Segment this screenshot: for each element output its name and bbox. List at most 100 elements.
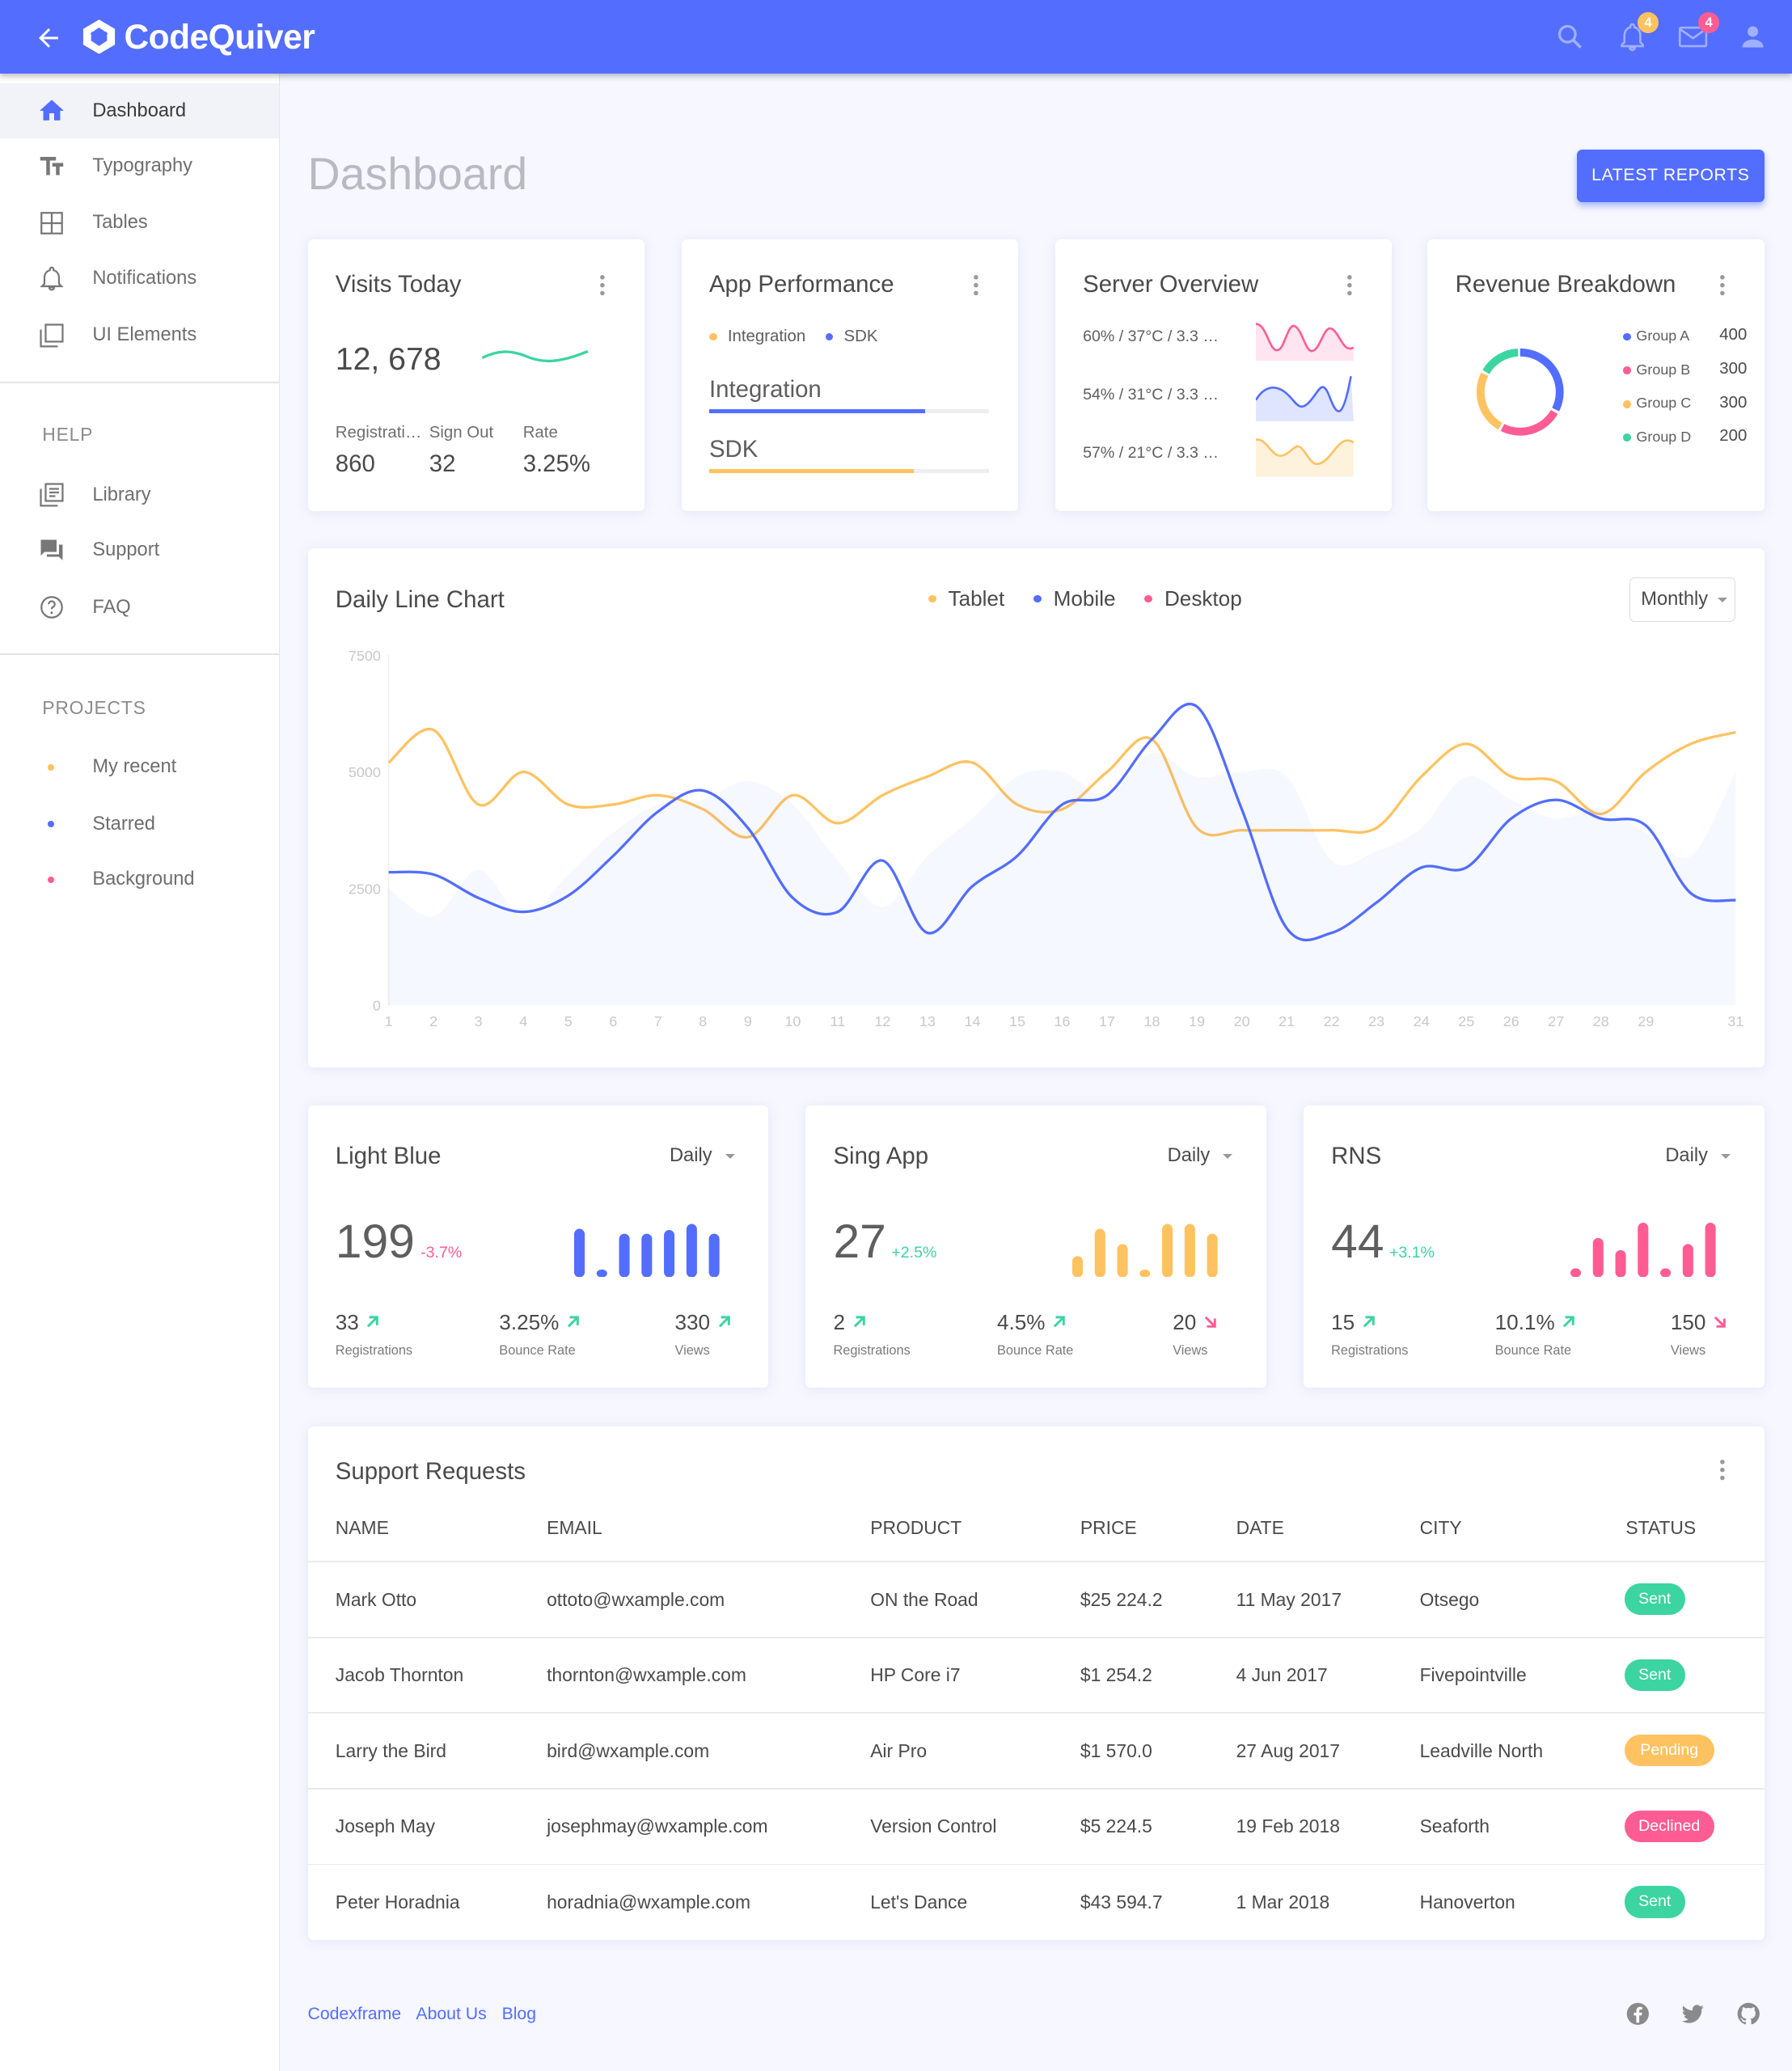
cell-email: bird@wxample.com <box>547 1739 710 1761</box>
account-icon[interactable] <box>1737 21 1769 53</box>
registrations-value: 860 <box>335 450 375 477</box>
legend-dot <box>928 594 936 603</box>
cell-city: Otsego <box>1419 1588 1480 1610</box>
notifications-button[interactable]: 4 <box>1617 11 1659 53</box>
sidebar-item-starred[interactable]: Starred <box>0 797 279 852</box>
legend-item: Desktop <box>1144 586 1242 611</box>
mini-bar <box>1705 1222 1716 1278</box>
sidebar-item-library[interactable]: Library <box>0 467 279 523</box>
more-vert-icon[interactable] <box>972 273 980 297</box>
stat-block: 3.25% Bounce Rate <box>499 1310 618 1363</box>
page-title: Dashboard <box>307 148 528 199</box>
cell-product: ON the Road <box>870 1588 978 1610</box>
x-tick-label: 3 <box>474 1013 482 1029</box>
sidebar-item-typography[interactable]: Typography <box>0 138 279 194</box>
column-header-name[interactable]: NAME <box>335 1517 389 1539</box>
mini-bar <box>1682 1243 1693 1278</box>
mini-bar <box>1659 1267 1671 1278</box>
sidebar-item-background[interactable]: Background <box>0 852 279 907</box>
table-row[interactable]: Peter Horadnia horadnia@wxample.com Let's … <box>308 1864 1765 1939</box>
row-divider <box>307 1788 1765 1790</box>
stat-value: 20 <box>1173 1310 1197 1335</box>
column-header-status[interactable]: STATUS <box>1625 1517 1697 1539</box>
table-row[interactable]: Joseph May josephmay@wxample.com Version C… <box>308 1788 1765 1863</box>
row-divider <box>307 1636 1765 1638</box>
stat-block: 2 Registrations <box>833 1310 952 1363</box>
legend-dot <box>825 332 834 341</box>
notifications-badge: 4 <box>1638 11 1659 33</box>
sidebar-item-label: Notifications <box>92 268 197 290</box>
sdk-label: SDK <box>708 435 759 463</box>
period-select[interactable]: Monthly <box>1629 577 1735 623</box>
twitter-icon[interactable] <box>1680 2001 1706 2027</box>
table-row[interactable]: Jacob Thornton thornton@wxample.com HP Cor… <box>308 1637 1765 1712</box>
x-tick-label: 15 <box>1008 1013 1025 1029</box>
cell-name: Larry the Bird <box>335 1739 446 1761</box>
search-icon[interactable] <box>1554 21 1586 53</box>
footer-link-blog[interactable]: Blog <box>501 2005 537 2024</box>
column-header-price[interactable]: PRICE <box>1080 1517 1137 1539</box>
mini-bar-chart <box>574 1224 721 1278</box>
sidebar-item-label: Typography <box>92 155 192 177</box>
latest-reports-button[interactable]: LATEST REPORTS <box>1576 149 1765 202</box>
logo[interactable]: CodeQuiver <box>79 17 315 57</box>
period-select[interactable]: Daily <box>670 1145 749 1172</box>
column-header-product[interactable]: PRODUCT <box>870 1517 962 1539</box>
text-fields-icon <box>40 156 63 175</box>
legend-integration: Integration <box>727 327 806 345</box>
table-row[interactable]: Mark Otto ottoto@wxample.com ON the Road $2… <box>308 1561 1765 1636</box>
more-vert-icon[interactable] <box>1718 1458 1726 1481</box>
stat-label: Registrations <box>335 1342 413 1358</box>
legend-label: Desktop <box>1164 586 1242 611</box>
mini-bar <box>1570 1267 1581 1278</box>
column-header-email[interactable]: EMAIL <box>547 1517 602 1539</box>
series-line-tablet <box>387 727 1736 839</box>
rns-card: RNS Daily 44 +3.1% 15 Registrations 10.1% Bounc… <box>1303 1105 1765 1388</box>
cell-product: Version Control <box>870 1815 997 1837</box>
legend-label: Group D <box>1636 428 1692 445</box>
home-icon <box>39 99 64 121</box>
cell-city: Fivepointville <box>1419 1664 1527 1686</box>
x-tick-label: 8 <box>699 1013 707 1029</box>
bell-icon <box>1621 23 1644 52</box>
sidebar-item-label: Tables <box>92 212 148 234</box>
footer-link-codexframe[interactable]: Codexframe <box>307 2005 402 2024</box>
sidebar-item-notifications[interactable]: Notifications <box>0 251 279 306</box>
sign-out-value: 32 <box>429 450 456 477</box>
messages-button[interactable]: 4 <box>1677 11 1720 53</box>
donut-slice <box>1476 349 1564 436</box>
column-header-date[interactable]: DATE <box>1236 1517 1284 1539</box>
y-tick-label: 5000 <box>348 764 380 780</box>
column-header-city[interactable]: CITY <box>1419 1517 1462 1539</box>
sidebar-item-ui-elements[interactable]: UI Elements <box>0 308 279 364</box>
x-tick-label: 27 <box>1548 1013 1564 1029</box>
sidebar-item-faq[interactable]: FAQ <box>0 580 279 636</box>
more-vert-icon[interactable] <box>1346 273 1354 297</box>
sdk-progress-track <box>708 468 990 473</box>
row-divider <box>307 1863 1765 1866</box>
back-arrow-icon[interactable] <box>34 23 63 53</box>
sidebar-item-dashboard[interactable]: Dashboard <box>0 82 279 139</box>
mini-bar <box>1207 1233 1218 1278</box>
footer-link-about-us[interactable]: About Us <box>416 2005 487 2024</box>
visits-sparkline <box>481 349 589 363</box>
card-title: Sing App <box>833 1142 929 1169</box>
table-row[interactable]: Larry the Bird bird@wxample.com Air Pro $1 … <box>308 1712 1765 1787</box>
x-tick-label: 4 <box>519 1013 527 1029</box>
period-select[interactable]: Daily <box>1168 1145 1247 1172</box>
sidebar-item-my-recent[interactable]: My recent <box>0 740 279 796</box>
cell-name: Peter Horadnia <box>335 1891 460 1913</box>
facebook-icon[interactable] <box>1625 2001 1651 2027</box>
sidebar-item-support[interactable]: Support <box>0 523 279 579</box>
sidebar-item-tables[interactable]: Tables <box>0 196 279 251</box>
more-vert-icon[interactable] <box>598 273 606 297</box>
github-icon[interactable] <box>1735 2001 1762 2027</box>
sidebar-item-label: Support <box>92 539 160 561</box>
legend-item: Group D 200 <box>1623 427 1755 461</box>
stat-value: 150 <box>1670 1310 1706 1335</box>
arrow-up-right-icon <box>567 1316 579 1328</box>
more-vert-icon[interactable] <box>1718 273 1726 297</box>
legend-label: Group A <box>1636 327 1690 344</box>
arrow-up-right-icon <box>1363 1316 1375 1328</box>
period-select[interactable]: Daily <box>1665 1145 1744 1172</box>
